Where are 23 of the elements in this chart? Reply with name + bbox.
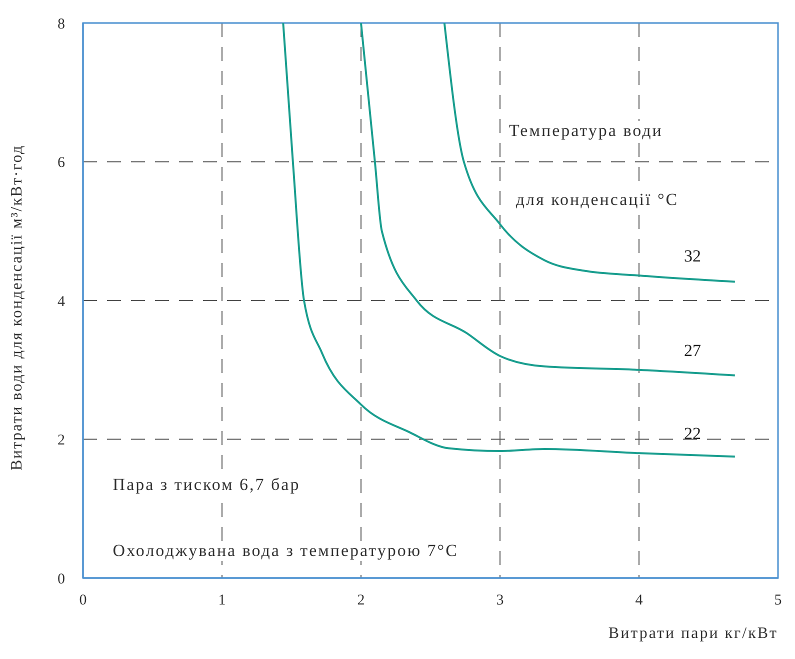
- series-label: 27: [684, 340, 702, 360]
- y-tick-label: 6: [58, 155, 66, 172]
- y-tick-label: 2: [58, 432, 65, 449]
- y-tick-label: 0: [58, 571, 65, 588]
- x-tick-label: 5: [774, 592, 782, 609]
- x-tick-label: 0: [79, 592, 87, 609]
- x-tick-label: 4: [635, 592, 644, 609]
- series-label: 22: [684, 424, 701, 444]
- annotation: Охолоджувана вода з температурою 7°C: [110, 540, 460, 561]
- x-tick-label: 1: [218, 592, 226, 609]
- series-label: 32: [684, 246, 701, 266]
- y-tick-label: 8: [58, 16, 65, 32]
- annotation: для конденсації °C: [514, 190, 681, 210]
- line-series: [282, 23, 736, 458]
- x-tick-label: 3: [496, 592, 504, 609]
- x-tick-label: 2: [357, 592, 365, 609]
- x-axis-title: Витрати пари кг/кВт: [608, 625, 778, 642]
- y-axis-title: Витрати води для конденсації м³/кВт·год: [8, 144, 26, 470]
- line-series: [360, 23, 736, 376]
- line-series: [443, 23, 736, 283]
- y-tick-label: 4: [58, 294, 66, 310]
- annotation: Пара з тиском 6,7 бар: [110, 474, 302, 495]
- annotation: Температура води: [506, 120, 665, 141]
